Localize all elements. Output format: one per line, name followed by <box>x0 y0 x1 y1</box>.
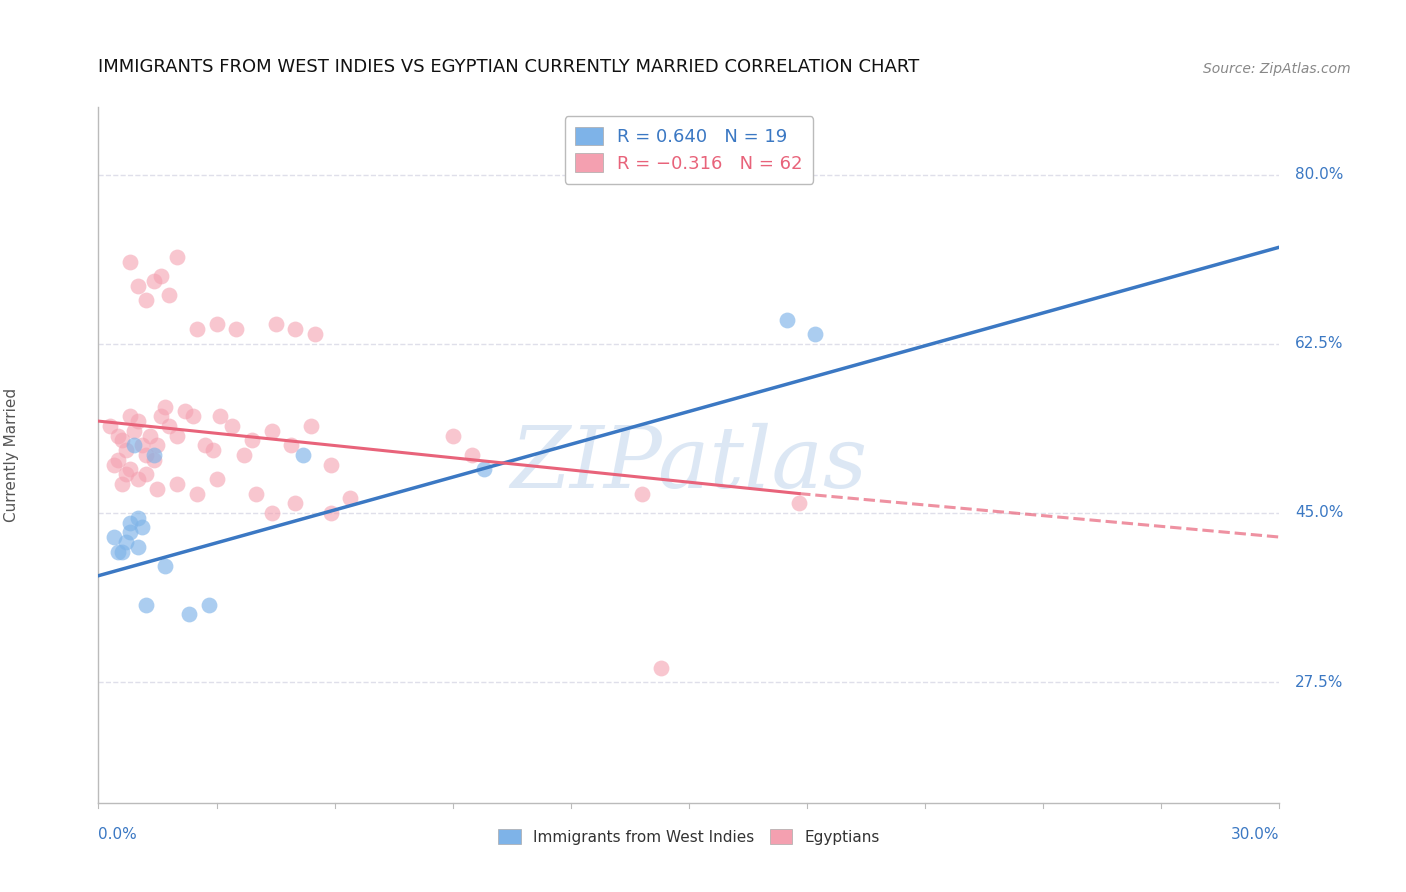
Point <box>103 458 125 472</box>
Point <box>245 486 267 500</box>
Point <box>103 530 125 544</box>
Point <box>787 496 810 510</box>
Point <box>146 438 169 452</box>
Point <box>650 660 672 674</box>
Text: 45.0%: 45.0% <box>1295 506 1344 520</box>
Point <box>135 467 157 482</box>
Point <box>186 322 208 336</box>
Point <box>472 462 495 476</box>
Point <box>209 409 232 424</box>
Point <box>127 472 149 486</box>
Point <box>118 525 141 540</box>
Point <box>118 254 141 268</box>
Point <box>339 491 361 506</box>
Point <box>194 438 217 452</box>
Point <box>221 419 243 434</box>
Point <box>150 409 173 424</box>
Point <box>225 322 247 336</box>
Point <box>115 467 138 482</box>
Point <box>284 496 307 510</box>
Point <box>630 486 652 500</box>
Point <box>155 559 177 574</box>
Point <box>166 476 188 491</box>
Point <box>107 544 129 558</box>
Point <box>186 486 208 500</box>
Text: 62.5%: 62.5% <box>1295 336 1344 351</box>
Point <box>127 278 149 293</box>
Point <box>127 510 149 524</box>
Point <box>115 443 138 458</box>
Point <box>174 404 197 418</box>
Point <box>131 438 153 452</box>
Text: Source: ZipAtlas.com: Source: ZipAtlas.com <box>1202 62 1350 76</box>
Point <box>118 516 141 530</box>
Point <box>177 607 200 622</box>
Point <box>142 274 165 288</box>
Point <box>776 312 799 326</box>
Point <box>157 288 180 302</box>
Point <box>138 428 160 442</box>
Point <box>122 438 145 452</box>
Point <box>127 414 149 428</box>
Point <box>135 598 157 612</box>
Point <box>319 506 342 520</box>
Point <box>142 448 165 462</box>
Point <box>111 434 134 448</box>
Point <box>150 269 173 284</box>
Point <box>122 424 145 438</box>
Point <box>115 535 138 549</box>
Point <box>157 419 180 434</box>
Point <box>304 327 326 342</box>
Point <box>284 322 307 336</box>
Point <box>461 448 484 462</box>
Point <box>107 452 129 467</box>
Text: ZIPatlas: ZIPatlas <box>510 423 868 506</box>
Text: 30.0%: 30.0% <box>1232 827 1279 842</box>
Point <box>135 448 157 462</box>
Point <box>804 327 827 342</box>
Point <box>135 293 157 308</box>
Text: 80.0%: 80.0% <box>1295 167 1344 182</box>
Point <box>264 318 287 332</box>
Point <box>107 428 129 442</box>
Point <box>319 458 342 472</box>
Point <box>118 409 141 424</box>
Point <box>166 428 188 442</box>
Point <box>155 400 177 414</box>
Point <box>441 428 464 442</box>
Point <box>240 434 263 448</box>
Point <box>131 520 153 534</box>
Point <box>111 544 134 558</box>
Point <box>111 476 134 491</box>
Point <box>127 540 149 554</box>
Point <box>205 318 228 332</box>
Point <box>98 419 121 434</box>
Text: IMMIGRANTS FROM WEST INDIES VS EGYPTIAN CURRENTLY MARRIED CORRELATION CHART: IMMIGRANTS FROM WEST INDIES VS EGYPTIAN … <box>98 58 920 76</box>
Point <box>146 482 169 496</box>
Text: Currently Married: Currently Married <box>4 388 20 522</box>
Legend: Immigrants from West Indies, Egyptians: Immigrants from West Indies, Egyptians <box>492 822 886 851</box>
Point <box>233 448 256 462</box>
Point <box>260 424 283 438</box>
Point <box>299 419 322 434</box>
Point <box>205 472 228 486</box>
Point <box>181 409 204 424</box>
Point <box>166 250 188 264</box>
Point <box>280 438 302 452</box>
Point <box>118 462 141 476</box>
Point <box>197 598 219 612</box>
Text: 0.0%: 0.0% <box>98 827 138 842</box>
Point <box>292 448 315 462</box>
Point <box>142 452 165 467</box>
Text: 27.5%: 27.5% <box>1295 674 1344 690</box>
Point <box>201 443 224 458</box>
Point <box>260 506 283 520</box>
